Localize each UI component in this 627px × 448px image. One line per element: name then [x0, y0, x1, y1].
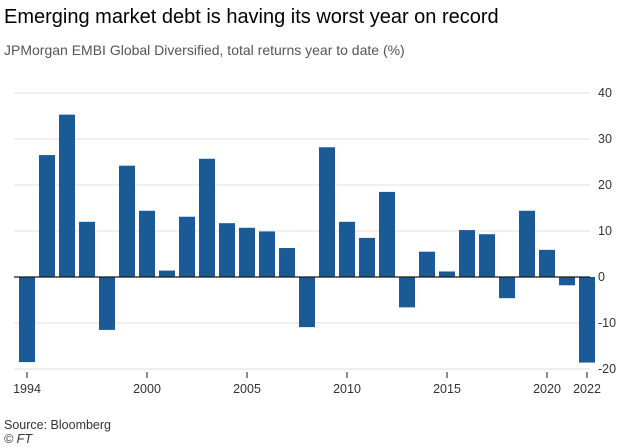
y-tick-label: -20: [598, 362, 616, 376]
bar-1998: [99, 277, 115, 330]
bar-2002: [179, 216, 195, 277]
bar-2001: [159, 270, 175, 277]
y-tick-label: 0: [598, 270, 605, 284]
chart-title: Emerging market debt is having its worst…: [4, 6, 499, 28]
bar-2017: [479, 234, 495, 277]
y-axis: -20 -10 0 10 20 30 40: [598, 86, 616, 376]
ft-credit: © FT: [4, 432, 32, 446]
x-tick-label: 2010: [333, 382, 361, 396]
bar-2021: [559, 277, 575, 286]
source-note: Source: Bloomberg: [4, 418, 112, 432]
bar-2007: [279, 248, 295, 277]
bar-2010: [339, 221, 355, 277]
y-tick-label: 10: [598, 224, 612, 238]
bar-1994: [19, 277, 35, 363]
y-tick-label: 40: [598, 86, 612, 100]
bar-2012: [379, 191, 395, 277]
x-axis: 1994 2000 2005 2010 2015 2020 2022: [13, 372, 601, 396]
bar-2013: [399, 277, 415, 308]
bar-2008: [299, 277, 315, 328]
bar-2003: [199, 158, 215, 277]
x-tick-label: 2015: [433, 382, 461, 396]
y-tick-label: -10: [598, 316, 616, 330]
bar-1997: [79, 221, 95, 277]
x-tick-label: 2022: [573, 382, 601, 396]
bar-2009: [319, 147, 335, 277]
bar-2019: [519, 210, 535, 277]
bar-2005: [239, 227, 255, 277]
bar-2015: [439, 271, 455, 277]
bar-2018: [499, 277, 515, 299]
bar-1996: [59, 114, 75, 278]
y-tick-label: 20: [598, 178, 612, 192]
bar-2016: [459, 230, 475, 277]
bar-1999: [119, 165, 135, 277]
bar-2022: [579, 277, 595, 363]
bar-2004: [219, 223, 235, 277]
chart-subtitle: JPMorgan EMBI Global Diversified, total …: [4, 42, 405, 58]
bar-2020: [539, 249, 555, 277]
bar-2011: [359, 237, 375, 277]
bars: [19, 114, 595, 363]
y-tick-label: 30: [598, 132, 612, 146]
x-tick-label: 2000: [133, 382, 161, 396]
x-tick-label: 2005: [233, 382, 261, 396]
x-tick-label: 1994: [13, 382, 41, 396]
bar-2000: [139, 210, 155, 277]
x-tick-label: 2020: [533, 382, 561, 396]
bar-2014: [419, 251, 435, 277]
bar-2006: [259, 231, 275, 277]
bar-1995: [39, 155, 55, 277]
